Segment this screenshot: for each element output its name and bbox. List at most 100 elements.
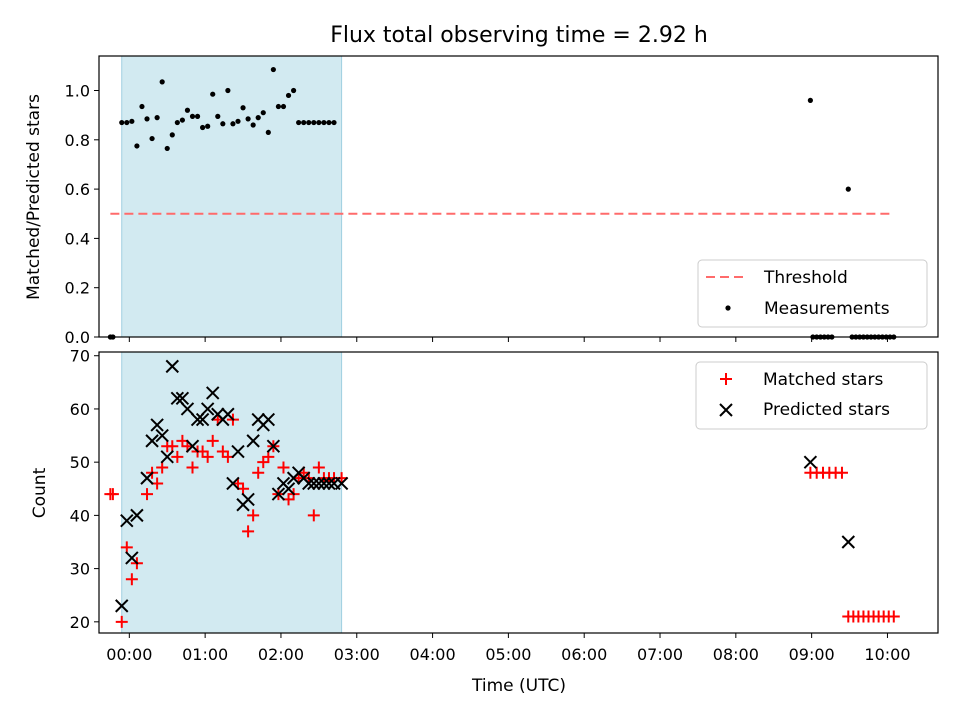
top-panel: 0.0 0.2 0.4 0.6 0.8 1.0 Matched/Predicted sta… [24,55,939,347]
x-tick-label: 07:00 [637,645,683,664]
top-y-tick-label: 0.0 [65,328,90,347]
top-y-tick-label: 0.6 [65,180,90,199]
top-y-tick-label: 0.2 [65,279,90,298]
measurement-point [311,119,317,126]
x-tick-label: 01:00 [182,645,228,664]
bottom-y-tick-label: 30 [70,560,90,579]
matched-star-marker [257,456,270,469]
measurement-point [265,129,271,136]
measurement-point [270,66,276,73]
predicted-star-marker [307,476,321,491]
x-tick-label: 09:00 [789,645,835,664]
measurement-point [306,119,312,126]
matched-star-marker [106,488,119,501]
bottom-y-axis-label: Count [30,467,50,518]
legend-matched-label: Matched stars [763,370,883,390]
matched-star-marker [156,461,169,474]
measurement-point [316,119,322,126]
legend-threshold-label: Threshold [763,268,848,288]
predicted-star-marker [334,476,349,491]
predicted-star-marker [145,434,159,448]
matched-star-marker [115,615,128,628]
measurement-point [205,123,211,129]
legend-predicted-swatch [719,403,733,417]
legend-measurements-label: Measurements [764,299,890,319]
bottom-y-ticks: 20 30 40 50 60 70 [70,347,99,632]
measurement-point [230,121,236,127]
top-legend-box [697,259,928,328]
predicted-star-marker [271,487,286,501]
bottom-legend-box [695,361,928,430]
matched-star-marker [216,445,229,458]
predicted-star-marker [185,439,200,453]
matched-star-marker [312,461,325,474]
matched-star-marker [206,434,219,447]
measurement-point [184,107,191,113]
measurement-point [129,118,135,124]
predicted-star-marker [312,476,326,491]
measurement-point [845,186,851,192]
x-tick-label: 04:00 [410,645,456,664]
predicted-star-marker [241,492,255,507]
predicted-star-marker [195,412,210,427]
predicted-star-marker [221,407,235,421]
predicted-star-marker [115,599,129,613]
measurement-points [107,66,897,340]
measurement-point [275,103,282,110]
legend-matched-swatch [720,373,732,385]
predicted-star-marker [155,428,169,443]
measurement-point [119,119,125,126]
top-y-tick-label: 0.4 [65,229,90,248]
measurement-point [159,79,165,85]
matched-star-marker [277,461,290,474]
x-tick-label: 08:00 [713,645,759,664]
x-tick-label: 10:00 [864,645,910,664]
measurement-point [326,119,332,126]
measurement-point [225,87,231,94]
top-axes-frame [98,55,939,338]
predicted-star-marker [175,391,190,406]
matched-star-marker [186,461,199,474]
bottom-legend: Matched stars Predicted stars [695,361,928,430]
bottom-observing-window-shade [121,351,343,634]
predicted-star-marker [165,359,179,374]
bottom-y-tick-label: 70 [70,347,90,366]
matched-star-marker [201,450,214,463]
predicted-star-marker [180,402,195,416]
predicted-star-marker [150,418,164,432]
measurement-point [179,117,185,123]
bottom-y-tick-label: 20 [70,613,90,632]
measurement-point [245,116,251,122]
top-observing-window-shade [121,55,343,338]
measurement-point [154,115,160,121]
predicted-star-marker [140,471,154,485]
measurement-point [331,119,337,126]
measurement-point [200,124,206,131]
measurement-point [189,113,196,119]
measurement-point [174,119,180,126]
measurement-point [169,132,175,138]
measurement-point [290,87,297,94]
bottom-y-tick-label: 50 [70,453,90,472]
top-y-tick-label: 1.0 [65,82,90,101]
measurement-point [215,113,221,119]
matched-star-marker [125,573,138,586]
predicted-star-marker [246,434,260,448]
measurement-point [260,110,266,116]
predicted-star-marker [317,476,331,491]
predicted-star-points [115,359,855,613]
legend-predicted-label: Predicted stars [763,400,890,420]
measurement-point [149,135,155,142]
predicted-star-marker [125,551,139,565]
x-tick-label: 03:00 [334,645,380,664]
x-tick-label: 00:00 [106,645,152,664]
predicted-star-marker [803,455,818,469]
predicted-star-marker [170,391,185,406]
predicted-star-marker [841,535,855,549]
bottom-x-ticks: 00:00 01:00 02:00 03:00 04:00 05:00 06:00 07:00… [106,633,911,664]
measurement-point [285,92,292,99]
predicted-star-marker [266,439,281,453]
measurement-point [164,145,170,152]
predicted-star-marker [120,513,134,528]
